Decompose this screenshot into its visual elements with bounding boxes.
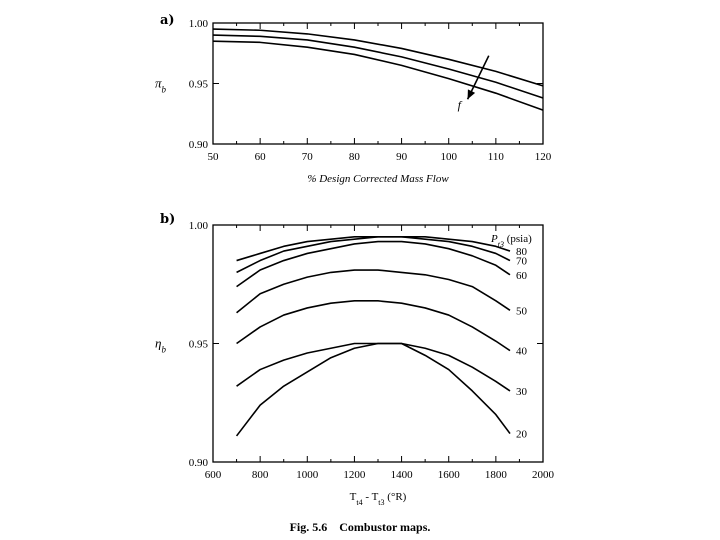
- x-tick-label: 1200: [343, 469, 366, 481]
- series-line: [212, 34, 544, 99]
- series-label: 30: [516, 386, 528, 398]
- figure-caption: Fig. 5.6 Combustor maps.: [0, 520, 720, 535]
- y-tick-label: 0.90: [189, 457, 209, 469]
- y-tick-label: 1.00: [189, 220, 209, 232]
- series-line: [236, 236, 511, 274]
- series-line: [236, 240, 511, 288]
- series-label: 40: [516, 346, 528, 358]
- y-tick-label: 0.90: [189, 139, 209, 151]
- panel-b-plot: 600 800 1000 1200 1400 1600 1800 2000 0.90 0.95 1.…: [155, 220, 555, 507]
- series-line: [236, 269, 511, 314]
- series-label: 20: [516, 429, 528, 441]
- x-tick-label: 60: [255, 151, 267, 163]
- x-tick-label: 800: [252, 469, 269, 481]
- series-label: 60: [516, 270, 528, 282]
- legend-title: Pt3 (psia): [490, 233, 532, 249]
- x-tick-label: 1800: [485, 469, 508, 481]
- series-line: [212, 28, 544, 87]
- caption-text: Combustor maps.: [339, 520, 431, 534]
- x-tick-label: 50: [208, 151, 220, 163]
- x-tick-label: 100: [440, 151, 457, 163]
- x-axis-label: % Design Corrected Mass Flow: [307, 173, 449, 185]
- y-axis-label: ηb: [155, 336, 166, 355]
- x-tick-label: 90: [396, 151, 408, 163]
- series-line: [236, 342, 511, 392]
- x-tick-label: 1000: [296, 469, 319, 481]
- plot-frame: [212, 22, 544, 145]
- series-label: 80: [516, 246, 528, 258]
- x-tick-label: 120: [535, 151, 552, 163]
- y-tick-label: 1.00: [189, 18, 209, 30]
- caption-figure-number: Fig. 5.6: [289, 520, 328, 534]
- series-line: [235, 342, 511, 437]
- x-tick-label: 80: [349, 151, 361, 163]
- y-tick-label: 0.95: [189, 339, 209, 351]
- series-label: 70: [516, 256, 528, 268]
- series-line: [236, 300, 511, 352]
- x-tick-label: 2000: [532, 469, 555, 481]
- x-tick-label: 70: [302, 151, 314, 163]
- x-tick-label: 1400: [391, 469, 414, 481]
- x-tick-label: 110: [488, 151, 505, 163]
- x-tick-label: 600: [205, 469, 222, 481]
- annotation-label: f: [458, 98, 463, 112]
- panel-a-label: a): [160, 13, 175, 28]
- y-tick-label: 0.95: [189, 79, 209, 91]
- panel-a-plot: 50 60 70 80 90 100 110 120 0.90 0.95 1.00 % Design …: [155, 18, 552, 185]
- annotation-arrow-head: [467, 89, 476, 100]
- x-axis-label: Tt4 - Tt3 (°R): [350, 491, 407, 507]
- series-label: 50: [516, 305, 528, 317]
- y-axis-label: πb: [155, 76, 167, 95]
- x-tick-label: 1600: [438, 469, 461, 481]
- series-line: [212, 40, 544, 111]
- panel-b-label: b): [160, 212, 176, 227]
- series-line: [236, 236, 511, 262]
